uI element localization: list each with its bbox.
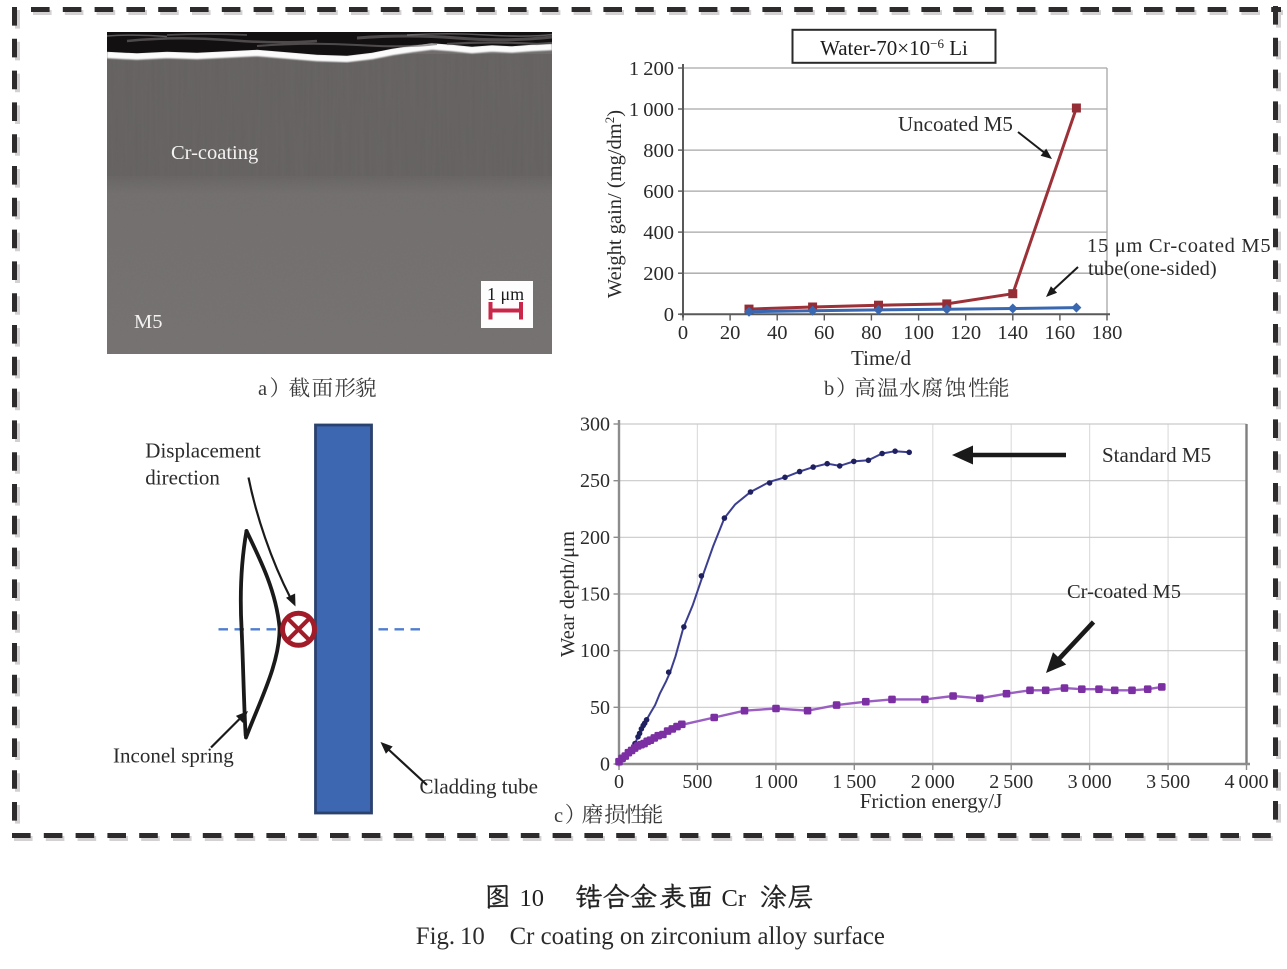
svg-text:Standard M5: Standard M5 <box>1102 443 1211 467</box>
svg-text:1 200: 1 200 <box>629 58 674 80</box>
svg-text:M5: M5 <box>134 311 162 333</box>
svg-text:tube(one-sided): tube(one-sided) <box>1088 258 1217 280</box>
svg-text:100: 100 <box>580 640 610 662</box>
svg-text:180: 180 <box>1092 322 1123 344</box>
svg-text:Cr-coating: Cr-coating <box>171 142 258 164</box>
svg-text:3 500: 3 500 <box>1146 771 1190 793</box>
svg-text:Cr: Cr <box>722 885 747 912</box>
svg-text:Weight gain/ (mg/dm2): Weight gain/ (mg/dm2) <box>602 110 626 298</box>
svg-text:4 000: 4 000 <box>1224 771 1268 793</box>
svg-text:3 000: 3 000 <box>1068 771 1112 793</box>
svg-text:1 μm: 1 μm <box>487 284 524 304</box>
svg-text:0: 0 <box>664 304 674 326</box>
svg-text:1 500: 1 500 <box>832 771 876 793</box>
svg-text:150: 150 <box>580 584 610 606</box>
svg-text:120: 120 <box>950 322 981 344</box>
svg-text:Wear depth/μm: Wear depth/μm <box>557 531 579 657</box>
svg-text:300: 300 <box>580 414 610 436</box>
svg-text:1 000: 1 000 <box>629 99 674 121</box>
svg-text:Displacement: Displacement <box>145 439 261 463</box>
svg-text:Inconel spring: Inconel spring <box>113 744 234 768</box>
svg-text:200: 200 <box>643 263 674 285</box>
svg-text:Friction energy/J: Friction energy/J <box>860 789 1003 813</box>
svg-text:60: 60 <box>814 322 835 344</box>
svg-text:0: 0 <box>678 322 688 344</box>
svg-text:0: 0 <box>614 771 624 793</box>
svg-text:Cladding tube: Cladding tube <box>420 775 538 799</box>
svg-text:500: 500 <box>682 771 712 793</box>
svg-text:100: 100 <box>903 322 934 344</box>
svg-text:0: 0 <box>600 754 610 776</box>
svg-text:2 500: 2 500 <box>989 771 1033 793</box>
svg-text:Uncoated M5: Uncoated M5 <box>898 112 1013 136</box>
svg-text:1 000: 1 000 <box>754 771 798 793</box>
svg-text:40: 40 <box>767 322 788 344</box>
svg-text:c: c <box>554 805 563 827</box>
svg-text:400: 400 <box>643 222 674 244</box>
svg-text:Cr-coated M5: Cr-coated M5 <box>1067 581 1181 603</box>
svg-text:600: 600 <box>643 181 674 203</box>
svg-text:160: 160 <box>1045 322 1076 344</box>
svg-text:b: b <box>824 378 834 400</box>
svg-text:15 μm Cr-coated M5: 15 μm Cr-coated M5 <box>1087 235 1271 257</box>
svg-text:800: 800 <box>643 140 674 162</box>
svg-text:20: 20 <box>720 322 741 344</box>
svg-text:200: 200 <box>580 527 610 549</box>
svg-text:direction: direction <box>145 465 220 489</box>
svg-text:50: 50 <box>590 697 610 719</box>
svg-text:10: 10 <box>520 885 545 912</box>
svg-text:80: 80 <box>861 322 882 344</box>
svg-text:a: a <box>258 378 267 400</box>
svg-text:Time/d: Time/d <box>851 346 911 370</box>
svg-text:Fig. 10 Cr coating on zirconiu: Fig. 10 Cr coating on zirconium alloy su… <box>416 923 885 950</box>
svg-text:140: 140 <box>997 322 1028 344</box>
svg-text:250: 250 <box>580 470 610 492</box>
svg-text:Water-70×10−6 Li: Water-70×10−6 Li <box>820 36 968 60</box>
svg-text:2 000: 2 000 <box>911 771 955 793</box>
